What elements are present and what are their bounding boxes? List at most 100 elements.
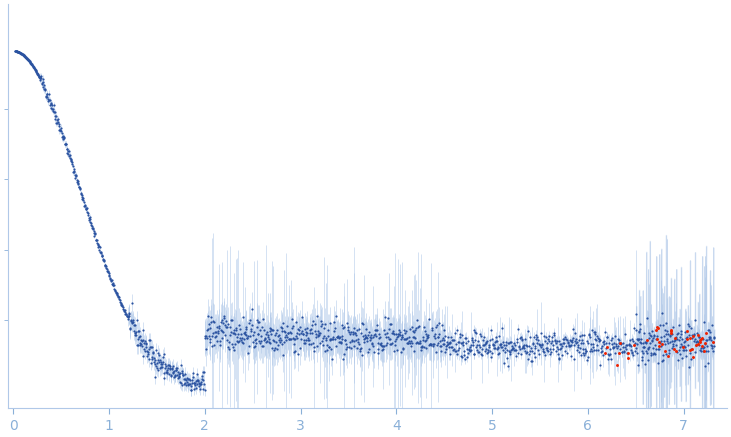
Point — [13, 49, 25, 55]
Point — [388, 330, 400, 337]
Point — [605, 346, 616, 353]
Point — [380, 342, 392, 349]
Point — [410, 340, 422, 347]
Point — [551, 343, 563, 350]
Point — [355, 345, 367, 352]
Point — [255, 332, 267, 339]
Point — [108, 282, 120, 289]
Point — [227, 330, 239, 337]
Point — [56, 130, 68, 137]
Point — [87, 224, 99, 231]
Point — [496, 340, 507, 347]
Point — [437, 340, 449, 347]
Point — [262, 339, 274, 346]
Point — [30, 67, 42, 74]
Point — [534, 350, 545, 357]
Point — [646, 337, 658, 344]
Point — [252, 319, 264, 326]
Point — [366, 339, 378, 346]
Point — [673, 329, 684, 336]
Point — [151, 347, 162, 354]
Point — [207, 317, 219, 324]
Point — [333, 335, 344, 342]
Point — [477, 336, 489, 343]
Point — [527, 340, 539, 347]
Point — [273, 337, 284, 344]
Point — [564, 338, 576, 345]
Point — [619, 344, 631, 351]
Point — [542, 336, 554, 343]
Point — [438, 336, 450, 343]
Point — [342, 326, 354, 333]
Point — [278, 352, 289, 359]
Point — [474, 341, 485, 348]
Point — [679, 338, 691, 345]
Point — [284, 329, 296, 336]
Point — [531, 332, 542, 339]
Point — [292, 334, 303, 341]
Point — [464, 343, 476, 350]
Point — [353, 326, 365, 333]
Point — [661, 350, 673, 357]
Point — [705, 341, 716, 348]
Point — [311, 332, 323, 339]
Point — [441, 341, 452, 348]
Point — [306, 329, 318, 336]
Point — [617, 340, 629, 347]
Point — [15, 50, 27, 57]
Point — [463, 346, 475, 353]
Point — [509, 340, 520, 347]
Point — [314, 340, 326, 347]
Point — [281, 333, 292, 340]
Point — [594, 337, 605, 344]
Point — [21, 55, 33, 62]
Point — [518, 343, 529, 350]
Point — [285, 336, 297, 343]
Point — [279, 329, 291, 336]
Point — [18, 52, 29, 59]
Point — [164, 363, 176, 370]
Point — [550, 348, 561, 355]
Point — [35, 75, 47, 82]
Point — [678, 346, 689, 353]
Point — [361, 337, 373, 344]
Point — [422, 334, 433, 341]
Point — [102, 269, 114, 276]
Point — [289, 335, 301, 342]
Point — [146, 344, 158, 351]
Point — [172, 368, 183, 375]
Point — [453, 339, 465, 346]
Point — [75, 190, 86, 197]
Point — [276, 325, 287, 332]
Point — [334, 334, 346, 341]
Point — [123, 310, 135, 317]
Point — [99, 263, 111, 270]
Point — [159, 364, 171, 371]
Point — [526, 345, 537, 352]
Point — [62, 147, 74, 154]
Point — [448, 336, 460, 343]
Point — [280, 337, 292, 344]
Point — [174, 370, 186, 377]
Point — [658, 333, 670, 340]
Point — [552, 346, 564, 353]
Point — [51, 116, 63, 123]
Point — [319, 321, 331, 328]
Point — [560, 343, 572, 350]
Point — [654, 339, 665, 346]
Point — [413, 323, 425, 330]
Point — [373, 340, 385, 347]
Point — [138, 340, 150, 347]
Point — [291, 329, 303, 336]
Point — [338, 324, 349, 331]
Point — [363, 346, 375, 353]
Point — [163, 371, 175, 378]
Point — [706, 343, 718, 350]
Point — [268, 338, 280, 345]
Point — [254, 339, 266, 346]
Point — [630, 326, 642, 333]
Point — [192, 381, 203, 388]
Point — [60, 140, 72, 147]
Point — [590, 335, 602, 342]
Point — [320, 335, 332, 342]
